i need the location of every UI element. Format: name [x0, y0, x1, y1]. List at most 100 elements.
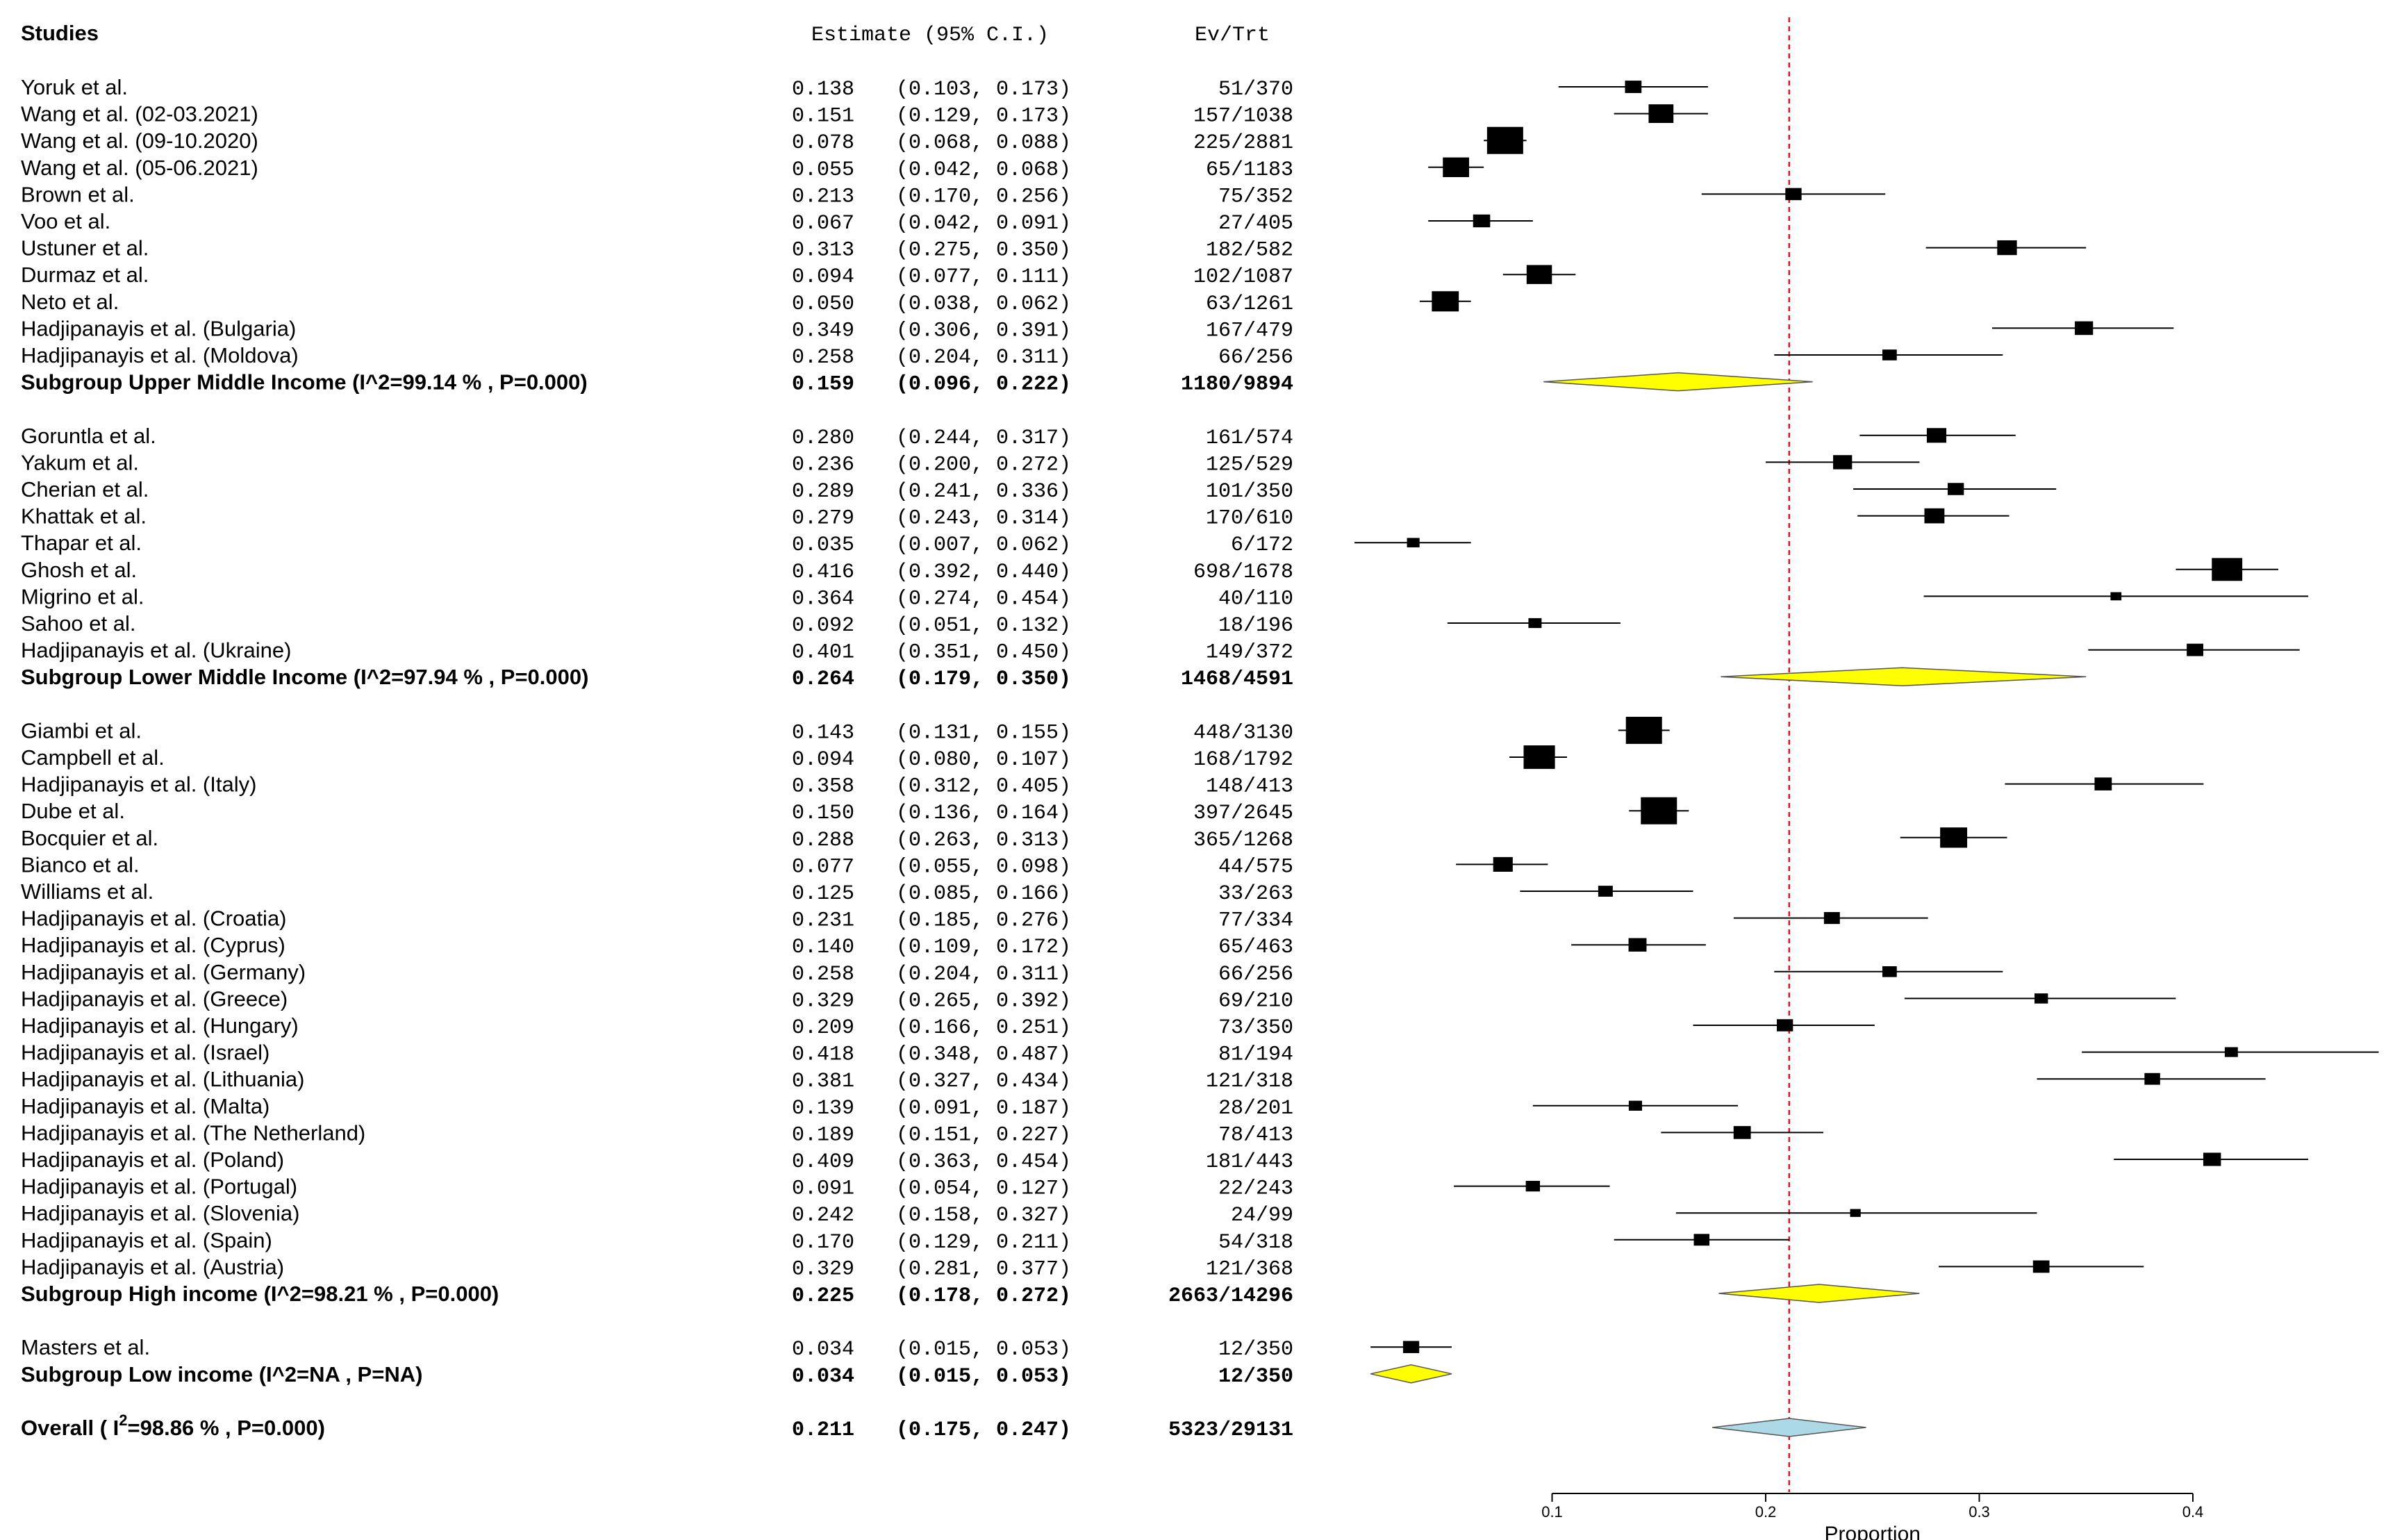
- ev-trt-value: 22/243: [1218, 1177, 1293, 1201]
- subgroup-row: Subgroup Low income (I^2=NA , P=NA) 0.034…: [21, 1362, 1452, 1389]
- study-point-marker: [2187, 643, 2203, 656]
- ev-trt-value: 2663/14296: [1168, 1284, 1293, 1308]
- study-row: Durmaz et al. 0.094 (0.077, 0.111) 102/1087: [21, 263, 1576, 289]
- ci-value: (0.015, 0.053): [896, 1365, 1071, 1389]
- ev-trt-value: 167/479: [1206, 319, 1293, 342]
- ci-value: (0.306, 0.391): [896, 319, 1071, 342]
- estimate-value: 0.150: [792, 802, 854, 825]
- subgroup-row: Subgroup Lower Middle Income (I^2=97.94 …: [21, 665, 2087, 691]
- estimate-value: 0.280: [792, 427, 854, 450]
- estimate-value: 0.035: [792, 533, 854, 557]
- ev-trt-value: 77/334: [1218, 909, 1293, 933]
- study-point-marker: [1777, 1019, 1793, 1032]
- study-row: Migrino et al. 0.364 (0.274, 0.454) 40/110: [21, 584, 2309, 611]
- study-point-marker: [1882, 349, 1897, 361]
- estimate-value: 0.094: [792, 265, 854, 289]
- subgroup-diamond: [1543, 372, 1813, 392]
- study-row: Hadjipanayis et al. (Malta) 0.139 (0.091, …: [21, 1094, 1739, 1120]
- ci-value: (0.158, 0.327): [896, 1204, 1071, 1227]
- study-row: Khattak et al. 0.279 (0.243, 0.314) 170/610: [21, 504, 2009, 531]
- study-row: Ghosh et al. 0.416 (0.392, 0.440) 698/1678: [21, 558, 2278, 584]
- ci-value: (0.136, 0.164): [896, 802, 1071, 825]
- ci-value: (0.085, 0.166): [896, 882, 1071, 906]
- study-point-marker: [2203, 1152, 2221, 1166]
- study-row: Hadjipanayis et al. (Germany) 0.258 (0.204…: [21, 960, 2003, 986]
- estimate-value: 0.055: [792, 158, 854, 182]
- study-label: Yoruk et al.: [21, 75, 128, 99]
- study-row: Hadjipanayis et al. (Poland) 0.409 (0.363,…: [21, 1148, 2309, 1174]
- estimate-value: 0.189: [792, 1123, 854, 1147]
- ev-trt-value: 168/1792: [1193, 748, 1293, 772]
- estimate-value: 0.078: [792, 131, 854, 155]
- study-row: Hadjipanayis et al. (The Netherland) 0.18…: [21, 1120, 1824, 1147]
- study-label: Hadjipanayis et al. (Croatia): [21, 906, 287, 931]
- header-studies: Studies: [21, 21, 99, 45]
- ci-value: (0.054, 0.127): [896, 1177, 1071, 1201]
- study-label: Hadjipanayis et al. (Italy): [21, 772, 256, 797]
- study-row: Masters et al. 0.034 (0.015, 0.053) 12/350: [21, 1335, 1452, 1361]
- study-point-marker: [2144, 1073, 2160, 1085]
- study-point-marker: [2034, 993, 2048, 1004]
- study-row: Hadjipanayis et al. (Israel) 0.418 (0.348,…: [21, 1041, 2379, 1067]
- ev-trt-value: 40/110: [1218, 587, 1293, 611]
- overall-row: Overall ( I2=98.86 % , P=0.000) 0.211 (0.1…: [21, 1411, 1866, 1442]
- study-row: Yakum et al. 0.236 (0.200, 0.272) 125/529: [21, 450, 1920, 477]
- estimate-value: 0.151: [792, 105, 854, 129]
- ci-value: (0.351, 0.450): [896, 641, 1071, 665]
- study-row: Bocquier et al. 0.288 (0.263, 0.313) 365/12…: [21, 826, 2007, 852]
- study-label: Hadjipanayis et al. (The Netherland): [21, 1120, 365, 1145]
- study-row: Wang et al. (05-06.2021) 0.055 (0.042, 0.0…: [21, 156, 1484, 182]
- ci-value: (0.327, 0.434): [896, 1070, 1071, 1093]
- study-row: Giambi et al. 0.143 (0.131, 0.155) 448/3130: [21, 716, 1670, 745]
- study-point-marker: [1882, 966, 1897, 977]
- study-point-marker: [1628, 938, 1647, 952]
- ci-value: (0.275, 0.350): [896, 239, 1071, 263]
- ci-value: (0.091, 0.187): [896, 1097, 1071, 1120]
- study-label: Masters et al.: [21, 1335, 150, 1359]
- study-row: Neto et al. 0.050 (0.038, 0.062) 63/1261: [21, 290, 1471, 316]
- ev-trt-value: 66/256: [1218, 346, 1293, 370]
- ev-trt-value: 149/372: [1206, 641, 1293, 665]
- ci-value: (0.103, 0.173): [896, 78, 1071, 101]
- estimate-value: 0.288: [792, 829, 854, 852]
- study-label: Hadjipanayis et al. (Malta): [21, 1094, 270, 1118]
- estimate-value: 0.094: [792, 748, 854, 772]
- study-point-marker: [2094, 777, 2112, 790]
- estimate-value: 0.209: [792, 1016, 854, 1040]
- study-row: Hadjipanayis et al. (Croatia) 0.231 (0.185…: [21, 906, 1928, 933]
- ci-value: (0.392, 0.440): [896, 561, 1071, 584]
- study-point-marker: [1473, 214, 1491, 228]
- ci-value: (0.265, 0.392): [896, 989, 1071, 1013]
- overall-diamond: [1712, 1418, 1866, 1437]
- estimate-value: 0.416: [792, 561, 854, 584]
- study-label: Williams et al.: [21, 879, 154, 904]
- study-point-marker: [1948, 483, 1964, 495]
- study-label: Bocquier et al.: [21, 826, 158, 850]
- estimate-value: 0.067: [792, 212, 854, 235]
- estimate-value: 0.349: [792, 319, 854, 342]
- header-evtrt: Ev/Trt: [1195, 24, 1270, 47]
- study-point-marker: [1648, 104, 1674, 124]
- study-row: Bianco et al. 0.077 (0.055, 0.098) 44/575: [21, 852, 1548, 879]
- ci-value: (0.263, 0.313): [896, 829, 1071, 852]
- rows-layer: Yoruk et al. 0.138 (0.103, 0.173) 51/370Wan…: [21, 75, 2379, 1442]
- study-label: Hadjipanayis et al. (Germany): [21, 960, 306, 984]
- ev-trt-value: 12/350: [1218, 1338, 1293, 1361]
- ci-value: (0.200, 0.272): [896, 453, 1071, 477]
- subgroup-label: Subgroup Lower Middle Income (I^2=97.94 …: [21, 665, 588, 689]
- ev-trt-value: 1180/9894: [1181, 373, 1293, 397]
- ev-trt-value: 69/210: [1218, 989, 1293, 1013]
- study-row: Hadjipanayis et al. (Greece) 0.329 (0.265,…: [21, 986, 2176, 1013]
- ci-value: (0.077, 0.111): [896, 265, 1071, 289]
- ev-trt-value: 121/318: [1206, 1070, 1293, 1093]
- study-label: Hadjipanayis et al. (Moldova): [21, 343, 299, 367]
- ev-trt-value: 181/443: [1206, 1150, 1293, 1174]
- ev-trt-value: 12/350: [1218, 1365, 1293, 1389]
- study-label: Hadjipanayis et al. (Greece): [21, 986, 288, 1011]
- ci-value: (0.179, 0.350): [896, 668, 1071, 691]
- ci-value: (0.068, 0.088): [896, 131, 1071, 155]
- ci-value: (0.042, 0.068): [896, 158, 1071, 182]
- ci-value: (0.131, 0.155): [896, 721, 1071, 745]
- estimate-value: 0.401: [792, 641, 854, 665]
